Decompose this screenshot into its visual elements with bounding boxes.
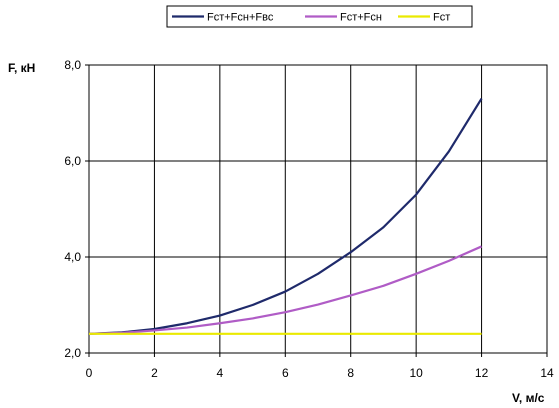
legend: Fст+Fсн+Fвс Fст+Fсн Fст xyxy=(166,5,473,28)
series-line-0 xyxy=(88,98,483,335)
x-tick-label: 10 xyxy=(409,366,423,380)
x-axis-label: V, м/с xyxy=(512,391,545,405)
x-tick-label: 8 xyxy=(347,366,354,380)
x-tick-label: 6 xyxy=(282,366,289,380)
y-tick-label: 8,0 xyxy=(64,58,81,72)
y-axis-label: F, кН xyxy=(8,61,35,75)
y-tick-label: 4,0 xyxy=(64,250,81,264)
y-tick-label: 2,0 xyxy=(64,346,81,360)
legend-label-2: Fст xyxy=(433,12,450,24)
legend-label-0: Fст+Fсн+Fвс xyxy=(207,12,274,24)
x-tick-label: 12 xyxy=(475,366,489,380)
x-tick-label: 2 xyxy=(151,366,158,380)
y-tick-label: 6,0 xyxy=(64,154,81,168)
x-tick-label: 0 xyxy=(86,366,93,380)
plot-frame xyxy=(88,64,548,354)
x-tick-label: 14 xyxy=(540,366,554,380)
series-line-1 xyxy=(88,245,483,335)
x-tick-label: 4 xyxy=(217,366,224,380)
tick-labels: 0 2 4 6 8 10 12 14 2,0 4,0 6,0 8,0 xyxy=(64,58,554,380)
grid xyxy=(85,64,548,357)
legend-label-1: Fст+Fсн xyxy=(340,12,382,24)
series-lines xyxy=(88,98,483,335)
